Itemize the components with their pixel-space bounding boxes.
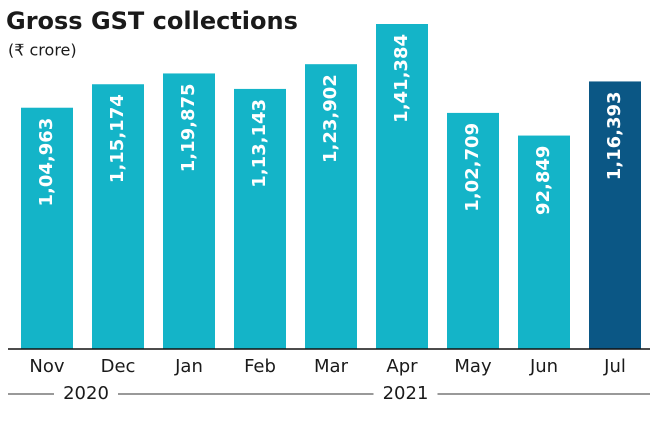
chart-subtitle: (₹ crore) [8,41,77,60]
x-tick-label: Jul [603,356,626,377]
value-label: 1,16,393 [604,91,625,180]
value-label: 1,41,384 [391,34,412,123]
value-label: 1,15,174 [107,94,128,183]
value-label: 1,02,709 [462,123,483,212]
x-tick-label: Apr [386,356,418,377]
value-label: 92,849 [533,146,554,215]
bar [234,88,286,349]
x-tick-label: May [454,356,492,377]
bar [589,81,641,350]
value-label: 1,04,963 [36,118,57,207]
value-label: 1,23,902 [320,74,341,163]
year-label: 2021 [383,383,429,404]
value-label: 1,13,143 [249,99,270,188]
bar [376,24,428,349]
bar [163,73,215,349]
bar [92,84,144,350]
x-tick-label: Feb [244,356,276,377]
x-tick-label: Nov [29,356,64,377]
chart-title: Gross GST collections [6,7,298,35]
x-tick-label: Jun [529,356,558,377]
x-tick-label: Mar [314,356,349,377]
bar [447,112,499,349]
year-label: 2020 [63,383,109,404]
x-tick-label: Jan [174,356,203,377]
bar [21,107,73,350]
bar [305,64,357,349]
value-label: 1,19,875 [178,83,199,172]
x-tick-label: Dec [101,356,136,377]
bar [518,135,570,349]
